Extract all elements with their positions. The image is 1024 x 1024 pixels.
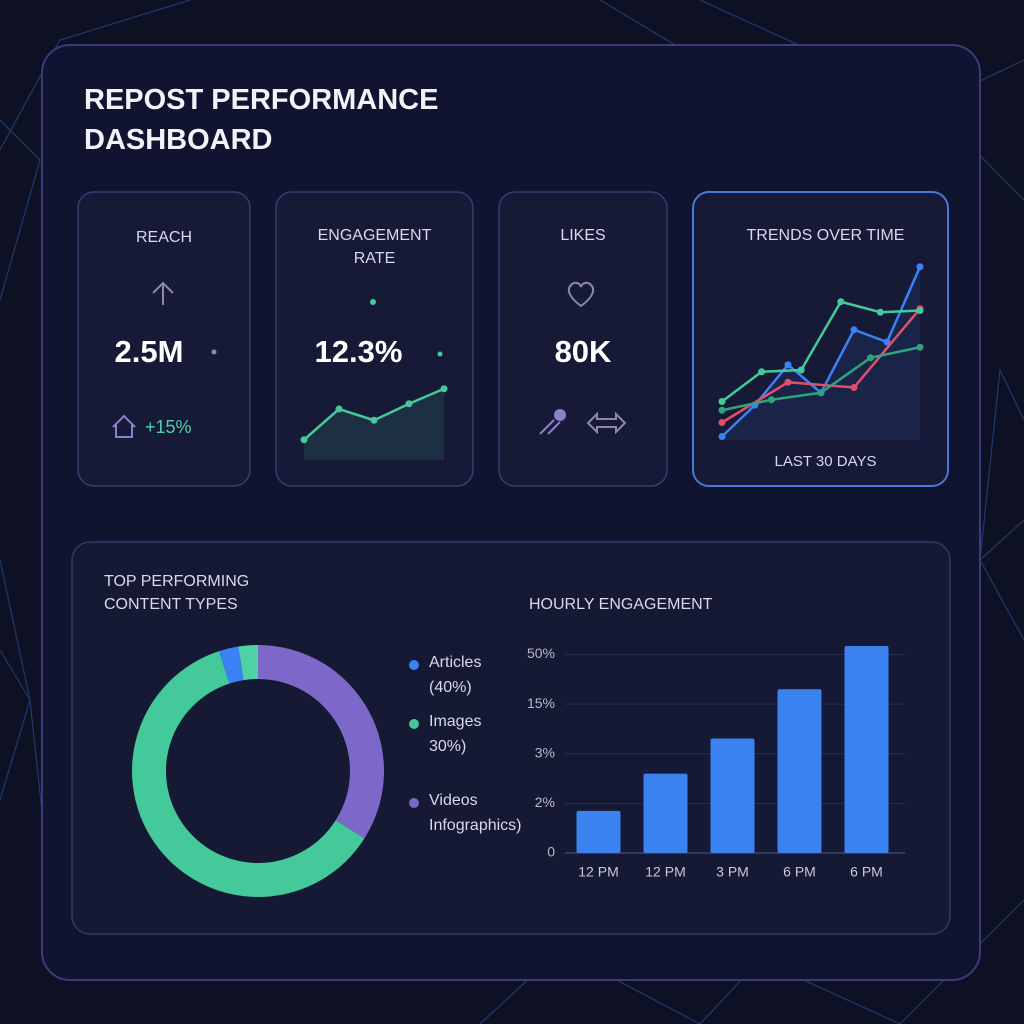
x-tick-label: 12 PM bbox=[645, 864, 685, 880]
point bbox=[797, 366, 805, 374]
point bbox=[916, 343, 924, 351]
donut-slice bbox=[132, 651, 365, 897]
donut-slice bbox=[219, 646, 244, 684]
card-label: REACH bbox=[135, 229, 192, 246]
legend-label: (40%) bbox=[429, 679, 472, 696]
legend-label: Infographics) bbox=[429, 817, 522, 834]
card-footer: LAST 30 DAYS bbox=[774, 453, 877, 470]
point bbox=[916, 307, 924, 314]
point bbox=[370, 416, 378, 424]
point bbox=[405, 400, 413, 408]
donut-slice bbox=[238, 645, 258, 681]
point bbox=[876, 308, 884, 316]
dot-icon bbox=[211, 349, 217, 355]
x-tick-label: 3 PM bbox=[716, 864, 749, 880]
pin-icon bbox=[539, 419, 561, 435]
legend-swatch bbox=[409, 719, 419, 729]
x-tick-label: 6 PM bbox=[783, 864, 816, 880]
y-tick-label: 50% bbox=[527, 645, 555, 661]
pin-icon bbox=[554, 409, 566, 421]
legend-label: Videos bbox=[429, 792, 478, 809]
card-change: +15% bbox=[145, 417, 192, 437]
dot-icon bbox=[437, 351, 443, 357]
page-title: REPOST PERFORMANCE DASHBOARD bbox=[84, 84, 439, 156]
card-value: 80K bbox=[554, 334, 612, 369]
y-tick-label: 0 bbox=[547, 844, 555, 860]
point bbox=[883, 338, 891, 346]
swap-icon bbox=[586, 411, 627, 435]
point bbox=[440, 385, 448, 393]
heart-icon bbox=[567, 281, 595, 308]
point bbox=[916, 263, 924, 271]
dot-icon bbox=[370, 299, 376, 305]
point bbox=[784, 378, 792, 386]
bar bbox=[576, 810, 621, 853]
point bbox=[768, 396, 775, 404]
card-value: 2.5M bbox=[114, 334, 184, 369]
bar bbox=[643, 773, 688, 853]
y-tick-label: 2% bbox=[535, 794, 555, 810]
bar bbox=[710, 738, 755, 853]
card-value: 12.3% bbox=[314, 334, 403, 369]
engagement-card bbox=[275, 191, 474, 487]
point bbox=[300, 436, 308, 444]
y-tick-label: 3% bbox=[535, 744, 555, 760]
legend-label: Articles bbox=[429, 654, 482, 671]
point bbox=[718, 398, 726, 405]
legend-swatch bbox=[409, 798, 419, 808]
bar-title: HOURLY ENGAGEMENT bbox=[529, 596, 713, 613]
legend-swatch bbox=[409, 660, 419, 670]
legend-label: 30%) bbox=[429, 738, 467, 755]
point bbox=[718, 419, 726, 426]
point bbox=[850, 326, 858, 334]
point bbox=[718, 433, 726, 440]
x-tick-label: 12 PM bbox=[578, 864, 618, 880]
card-label: ENGAGEMENT RATE bbox=[317, 227, 432, 267]
likes-card bbox=[498, 191, 668, 487]
point bbox=[867, 354, 874, 362]
card-label: TRENDS OVER TIME bbox=[746, 227, 905, 244]
up-arrow-icon bbox=[152, 281, 174, 305]
point bbox=[335, 405, 343, 413]
line bbox=[721, 300, 921, 403]
point bbox=[758, 368, 766, 376]
point bbox=[817, 389, 825, 397]
reach-card bbox=[77, 191, 251, 487]
point bbox=[718, 406, 726, 414]
card-label: LIKES bbox=[560, 227, 606, 244]
point bbox=[837, 298, 845, 306]
x-tick-label: 6 PM bbox=[850, 864, 883, 880]
donut-title: TOP PERFORMING CONTENT TYPES bbox=[104, 573, 250, 613]
y-tick-label: 15% bbox=[527, 695, 555, 711]
point bbox=[850, 384, 858, 391]
bar bbox=[777, 689, 822, 853]
home-icon bbox=[112, 414, 136, 438]
legend-label: Images bbox=[429, 713, 482, 730]
bar bbox=[844, 646, 889, 853]
point bbox=[784, 361, 792, 369]
donut-slice bbox=[258, 645, 384, 839]
